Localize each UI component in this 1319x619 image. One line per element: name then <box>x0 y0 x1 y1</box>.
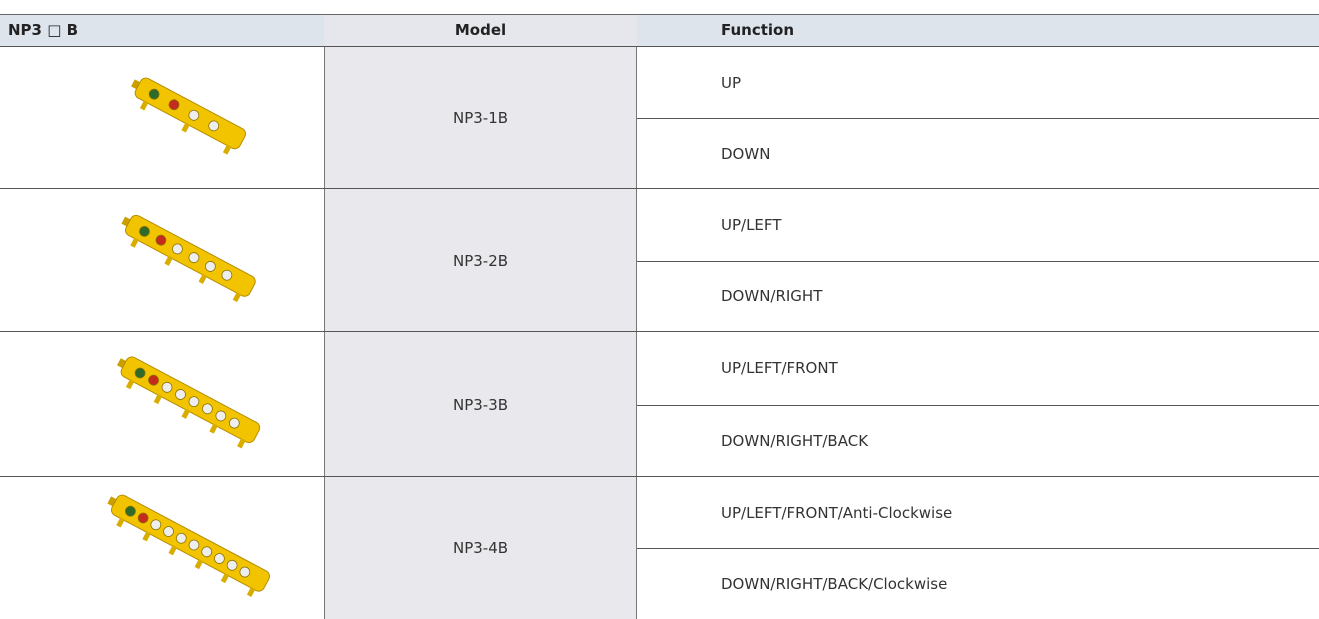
header-cell: Model <box>324 14 637 47</box>
function-cell: UP/LEFT <box>721 215 782 234</box>
model-cell: NP3-3B <box>452 395 509 414</box>
row-border <box>0 476 1319 477</box>
model-cell: NP3-1B <box>452 109 509 127</box>
function-divider <box>637 260 1319 262</box>
function-divider <box>637 548 1319 549</box>
function-cell: DOWN/RIGHT/BACK <box>721 431 869 450</box>
model-column-bg <box>324 14 637 619</box>
pendant-image <box>131 77 246 155</box>
function-cell: DOWN <box>721 144 771 163</box>
pendant-image <box>107 494 270 598</box>
function-cell: UP <box>721 73 742 92</box>
pendant-image <box>117 356 261 449</box>
header-cell: NP3 □ B <box>0 14 324 47</box>
row-border <box>0 188 1319 189</box>
function-divider <box>637 118 1319 119</box>
function-cell: DOWN/RIGHT/BACK/Clockwise <box>721 574 948 593</box>
model-cell: NP3-4B <box>452 539 509 557</box>
pendant-image <box>121 214 256 303</box>
function-cell: UP/LEFT/FRONT/Anti-Clockwise <box>721 503 953 522</box>
function-cell: DOWN/RIGHT <box>721 287 823 306</box>
model-cell: NP3-2B <box>452 251 509 270</box>
function-cell: UP/LEFT/FRONT <box>721 359 838 378</box>
row-border <box>0 331 1319 332</box>
header-cell: Function <box>637 14 1319 47</box>
function-divider <box>637 404 1319 406</box>
